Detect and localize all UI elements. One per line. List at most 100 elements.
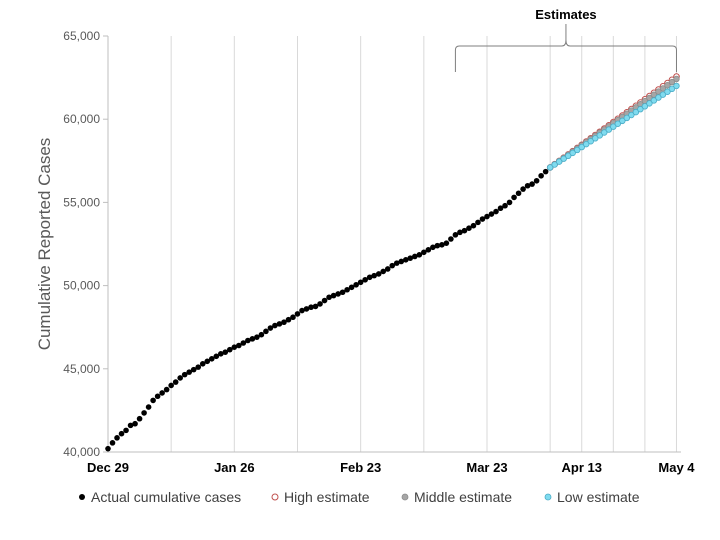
data-point-actual (371, 272, 377, 279)
data-point-low-estimate (546, 164, 554, 171)
data-point-actual (136, 415, 143, 422)
data-point-low-estimate (610, 123, 617, 130)
data-point-low-estimate (619, 117, 626, 125)
data-point-actual (475, 219, 481, 226)
data-point-low-estimate (574, 146, 581, 154)
y-axis-title: Cumulative Reported Cases (35, 138, 54, 351)
data-point-actual (421, 249, 427, 256)
data-point-actual (348, 284, 355, 291)
data-point-low-estimate (664, 88, 671, 95)
data-point-low-estimate (569, 149, 576, 157)
data-point-actual (154, 393, 161, 400)
data-point-low-estimate (605, 126, 613, 133)
data-point-actual (353, 281, 359, 288)
data-point-low-estimate (641, 103, 649, 110)
x-tick-label: Jan 26 (214, 460, 254, 475)
x-tick-label: Mar 23 (466, 460, 507, 475)
data-point-actual (330, 292, 337, 299)
data-point-actual (132, 420, 138, 427)
data-point-actual (163, 386, 170, 393)
data-point-actual (511, 194, 517, 201)
axis-layer: 40,000 45,000 50,000 55,000 60,000 65,000 Dec … (35, 29, 695, 475)
data-point-actual (493, 208, 499, 215)
data-point-actual (434, 242, 441, 249)
series-low-estimate (546, 82, 680, 171)
data-point-actual (398, 258, 405, 265)
data-point-actual (240, 340, 247, 346)
data-point-actual (231, 344, 238, 350)
data-point-actual (520, 186, 526, 192)
data-point-low-estimate (592, 135, 599, 142)
data-point-actual (123, 427, 129, 434)
data-point-actual (249, 336, 256, 342)
data-point-actual (384, 266, 391, 272)
data-point-actual (470, 222, 477, 229)
data-point-actual (141, 410, 147, 416)
data-point-actual (217, 351, 224, 357)
data-point-actual (430, 244, 436, 251)
data-point-actual (412, 253, 418, 260)
data-point-actual (195, 364, 202, 370)
data-point-actual (402, 257, 409, 263)
data-point-actual (439, 242, 445, 248)
legend-marker-middle-estimate (401, 493, 409, 501)
data-point-actual (222, 349, 229, 355)
legend-marker-low-estimate (544, 493, 552, 501)
data-point-actual (118, 430, 125, 437)
legend-label-actual: Actual cumulative cases (91, 489, 241, 505)
data-point-actual (321, 297, 328, 304)
data-point-actual (254, 334, 260, 340)
data-point-actual (542, 168, 549, 175)
data-point-actual (452, 232, 459, 238)
y-tick-label: 55,000 (63, 195, 100, 209)
data-point-low-estimate (668, 85, 676, 93)
data-point-actual (502, 202, 508, 209)
data-point-actual (127, 422, 134, 429)
data-point-low-estimate (565, 152, 572, 160)
legend-marker-actual (79, 494, 85, 500)
data-point-actual (290, 314, 296, 321)
data-point-actual (186, 369, 193, 375)
data-point-actual (479, 216, 486, 222)
data-point-actual (281, 319, 287, 326)
data-point-low-estimate (650, 97, 658, 104)
data-point-low-estimate (560, 155, 567, 162)
data-point-actual (484, 213, 490, 220)
data-point-actual (263, 328, 269, 335)
data-point-actual (488, 211, 495, 217)
data-point-low-estimate (628, 111, 635, 119)
data-point-low-estimate (673, 82, 680, 90)
data-point-actual (109, 440, 116, 446)
data-point-actual (317, 301, 323, 307)
data-point-actual (335, 291, 341, 297)
data-point-low-estimate (587, 138, 594, 145)
data-point-actual (105, 445, 111, 452)
data-point-actual (443, 240, 450, 246)
data-point-actual (339, 289, 346, 296)
data-point-actual (227, 346, 233, 353)
data-point-actual (204, 358, 211, 365)
estimates-brace (454, 24, 677, 72)
data-point-actual (208, 356, 215, 362)
data-point-actual (190, 366, 197, 373)
legend-label-high-estimate: High estimate (284, 489, 370, 505)
data-point-low-estimate (646, 100, 653, 107)
data-point-actual (461, 227, 468, 234)
data-point-middle-estimate (673, 75, 680, 83)
data-point-actual (448, 236, 454, 242)
data-point-actual (181, 371, 188, 378)
data-point-actual (533, 177, 540, 184)
data-point-actual (524, 182, 531, 189)
data-point-middle-estimate (668, 78, 676, 86)
y-tick-label: 50,000 (63, 279, 100, 293)
data-point-actual (145, 404, 152, 410)
data-point-actual (168, 382, 174, 389)
data-point-actual (272, 322, 278, 329)
data-point-low-estimate (614, 120, 622, 127)
data-point-actual (362, 276, 368, 283)
data-point-actual (497, 205, 504, 212)
grid-layer (107, 36, 677, 452)
data-point-actual (312, 303, 319, 310)
data-point-actual (538, 172, 544, 179)
